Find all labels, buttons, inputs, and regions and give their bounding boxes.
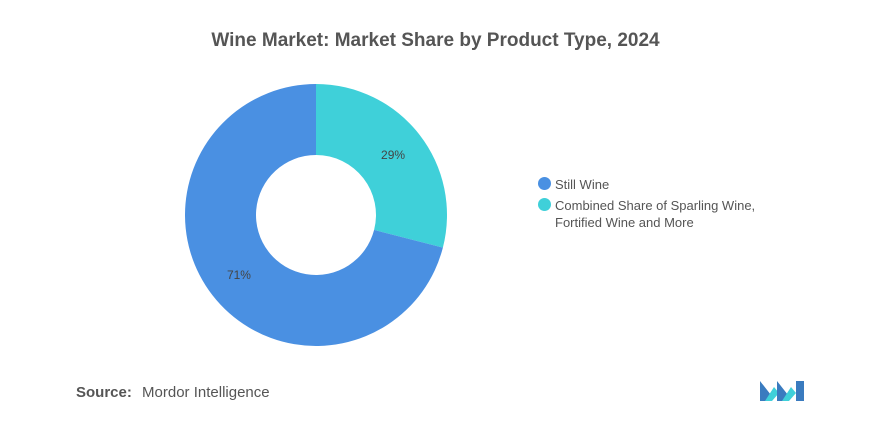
donut-slice-still-wine[interactable] xyxy=(185,84,443,346)
donut-slice-combined-share[interactable] xyxy=(316,84,447,248)
data-label-still-wine: 71% xyxy=(227,268,251,282)
legend-item-combined-share[interactable]: Combined Share of Sparling Wine, Fortifi… xyxy=(538,197,798,231)
legend-swatch-still-wine xyxy=(538,177,551,190)
mordor-intelligence-logo-icon xyxy=(760,381,804,401)
source-text: Mordor Intelligence xyxy=(142,384,270,401)
legend-label-combined-share: Combined Share of Sparling Wine, Fortifi… xyxy=(555,198,756,230)
donut-chart: 29% 71% xyxy=(185,84,447,346)
legend-swatch-combined-share xyxy=(538,198,551,211)
data-label-combined-share: 29% xyxy=(381,148,405,162)
chart-title: Wine Market: Market Share by Product Typ… xyxy=(211,30,660,51)
legend-label-still-wine: Still Wine xyxy=(555,177,610,192)
source-note: Source: Mordor Intelligence xyxy=(76,384,270,401)
chart-legend: Still Wine Combined Share of Sparling Wi… xyxy=(538,176,798,235)
legend-item-still-wine[interactable]: Still Wine xyxy=(538,176,798,193)
source-label: Source: xyxy=(76,384,132,401)
